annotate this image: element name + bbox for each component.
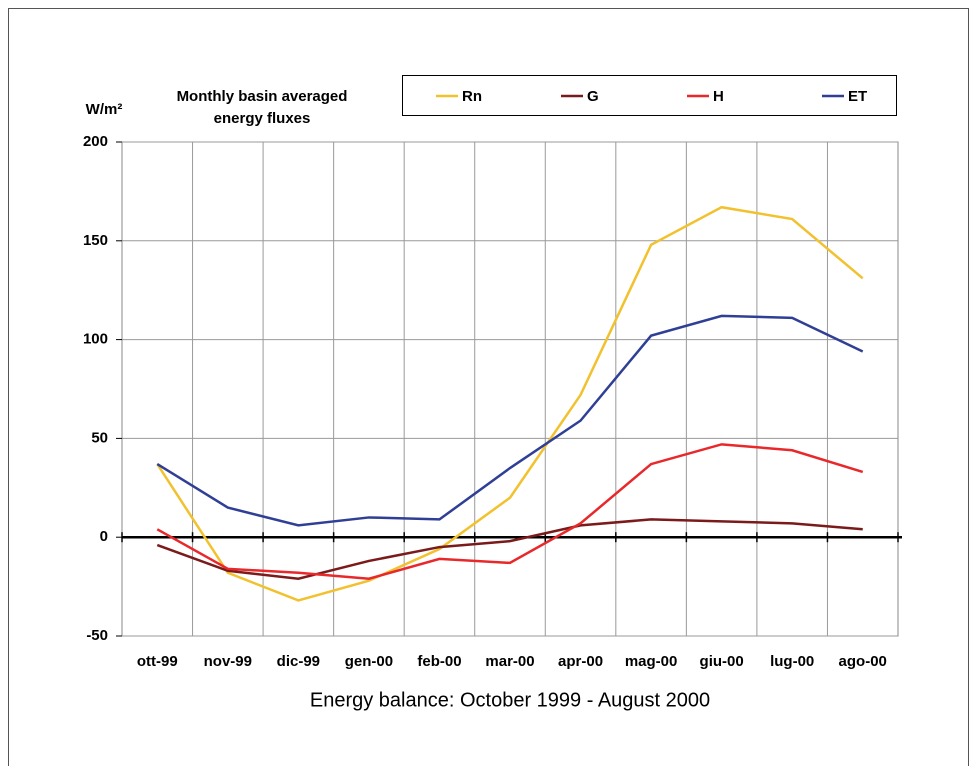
frame bbox=[8, 8, 969, 766]
y-axis-label: W/m² bbox=[86, 101, 123, 118]
legend bbox=[402, 75, 897, 116]
line-series bbox=[156, 314, 864, 527]
y-tick-label: 0 bbox=[100, 528, 108, 545]
x-tick-label: mag-00 bbox=[625, 653, 678, 670]
x-tick-label: dic-99 bbox=[277, 653, 320, 670]
x-tick-label: giu-00 bbox=[700, 653, 744, 670]
chart-title: Monthly basin averaged bbox=[177, 88, 348, 105]
x-tick-label: ott-99 bbox=[137, 653, 178, 670]
x-tick-label: nov-99 bbox=[204, 653, 252, 670]
x-tick-label: lug-00 bbox=[770, 653, 814, 670]
x-tick-label: apr-00 bbox=[558, 653, 603, 670]
y-tick-label: 200 bbox=[83, 133, 108, 150]
x-tick-label: feb-00 bbox=[417, 653, 461, 670]
legend-label: H bbox=[713, 88, 724, 105]
line-series bbox=[156, 443, 864, 580]
x-tick-label: gen-00 bbox=[345, 653, 393, 670]
legend-label: ET bbox=[848, 88, 867, 105]
legend-label: G bbox=[587, 88, 599, 105]
x-tick-label: ago-00 bbox=[839, 653, 887, 670]
y-tick-label: -50 bbox=[86, 627, 108, 644]
line-series bbox=[156, 518, 863, 580]
legend-label: Rn bbox=[462, 88, 482, 105]
x-tick-label: mar-00 bbox=[485, 653, 534, 670]
y-tick-label: 150 bbox=[83, 232, 108, 249]
y-tick-label: 50 bbox=[91, 429, 108, 446]
x-axis-label: Energy balance: October 1999 - August 20… bbox=[310, 689, 710, 711]
chart-title: energy fluxes bbox=[214, 110, 311, 127]
y-tick-label: 100 bbox=[83, 331, 108, 348]
line-series bbox=[156, 205, 864, 602]
